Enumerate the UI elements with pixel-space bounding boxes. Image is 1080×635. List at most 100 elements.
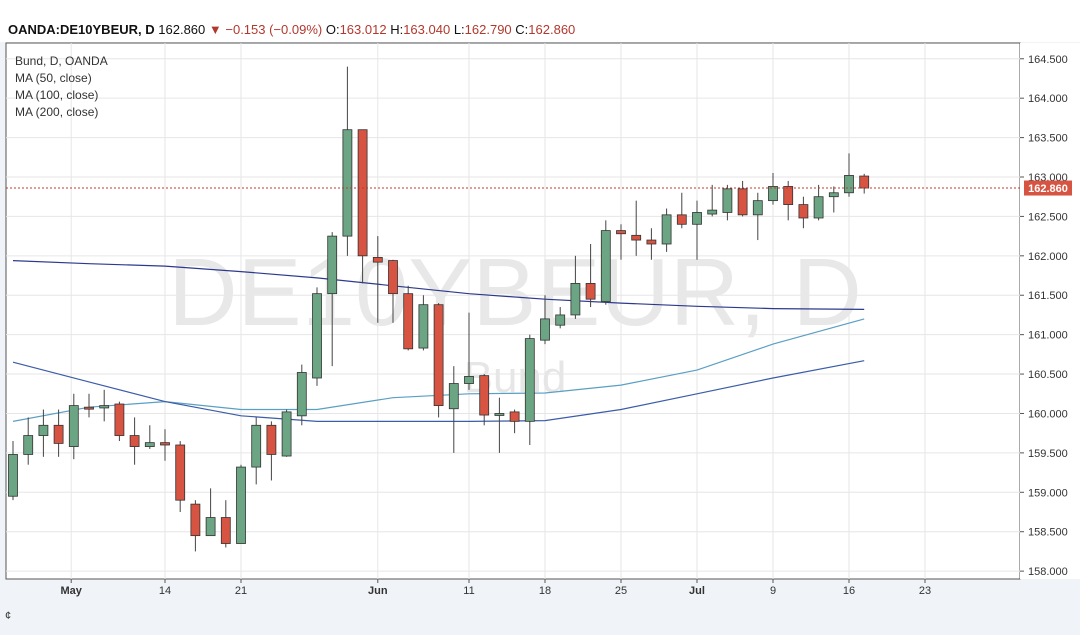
low-label: L: <box>453 22 465 37</box>
y-tick-label: 164.000 <box>1028 93 1068 105</box>
candle-body <box>600 230 611 302</box>
legend-ma100[interactable]: MA (100, close) <box>15 88 99 102</box>
legend-title[interactable]: Bund, D, OANDA <box>15 54 108 68</box>
candle <box>783 180 794 221</box>
candle-body <box>722 188 733 213</box>
candle-body <box>357 129 368 257</box>
candle <box>23 417 34 465</box>
y-tick-label: 161.000 <box>1028 330 1068 342</box>
legend-ma200[interactable]: MA (200, close) <box>15 105 99 119</box>
candle-body <box>220 517 231 544</box>
candle <box>722 184 733 221</box>
candle-body <box>175 444 186 501</box>
candle <box>99 389 110 422</box>
candle-body <box>342 129 353 237</box>
price-change: ▼ −0.153 (−0.09%) <box>208 22 323 37</box>
last-price: 162.860 <box>158 22 206 37</box>
candle-body <box>433 304 444 406</box>
candle-body <box>540 318 550 341</box>
candle <box>570 255 581 319</box>
candle-body <box>570 283 581 316</box>
candle <box>129 417 140 465</box>
symbol-label[interactable]: OANDA:DE10YBEUR, D <box>8 22 155 37</box>
candle <box>327 232 338 367</box>
candle <box>144 425 155 449</box>
y-tick-label: 160.000 <box>1028 408 1068 420</box>
close-label: C: <box>515 22 529 37</box>
x-tick-label: 21 <box>235 585 247 597</box>
candle <box>661 208 672 252</box>
candle-body <box>8 454 18 497</box>
candle <box>737 180 748 217</box>
candle <box>631 200 642 256</box>
candle <box>540 295 550 345</box>
ma-line-0 <box>12 318 865 422</box>
candle <box>676 192 687 229</box>
candle <box>509 409 520 434</box>
corner-glyph[interactable]: ¢ <box>5 610 12 622</box>
candle <box>464 312 474 390</box>
legend-ma50[interactable]: MA (50, close) <box>15 71 92 85</box>
candle <box>600 220 611 305</box>
candle <box>114 401 125 442</box>
candle-body <box>494 413 505 416</box>
candle <box>555 307 566 329</box>
watermark-symbol: DE10YBEUR, D <box>168 239 862 346</box>
candle <box>388 259 398 323</box>
y-tick-label: 160.500 <box>1028 369 1068 381</box>
open-value: 163.012 <box>339 22 387 37</box>
y-tick-label: 159.500 <box>1028 448 1068 460</box>
candle <box>266 421 277 481</box>
candle-body <box>828 192 839 198</box>
low-value: 162.790 <box>464 22 512 37</box>
candle <box>160 429 170 461</box>
y-tick-label: 161.500 <box>1028 290 1068 302</box>
candle <box>84 393 94 418</box>
x-tick-label: 25 <box>615 585 627 597</box>
watermark-name: Bund <box>464 353 567 402</box>
candle <box>251 417 262 485</box>
candle <box>433 303 444 418</box>
y-tick-label: 163.500 <box>1028 133 1068 145</box>
y-axis-ticks: 158.000 158.500 159.000 159.500 160.000 160.5… <box>1020 54 1068 578</box>
candle-body <box>296 372 307 417</box>
high-label: H: <box>390 22 404 37</box>
y-tick-label: 158.500 <box>1028 527 1068 539</box>
ma-line-1 <box>12 360 865 422</box>
x-tick-label: Jul <box>689 585 705 597</box>
x-tick-label: 14 <box>159 585 171 597</box>
indicator-legend: Bund, D, OANDA MA (50, close) MA (100, c… <box>15 53 108 121</box>
candle-body <box>53 424 64 444</box>
candle-body <box>418 304 429 349</box>
candle <box>175 441 186 512</box>
price-axis[interactable] <box>1020 43 1080 579</box>
candle-body <box>555 314 566 326</box>
candle-body <box>99 405 110 409</box>
last-price-label: 162.860 <box>1028 183 1068 195</box>
candle-body <box>388 260 398 295</box>
candle-body <box>646 239 657 245</box>
price-chart[interactable]: DE10YBEUR, D Bund 158.000158.500159.0001… <box>0 42 1080 600</box>
ohlc-header: OANDA:DE10YBEUR, D 162.860 ▼ −0.153 (−0.… <box>8 22 575 37</box>
candle <box>372 236 383 323</box>
candle <box>8 441 18 501</box>
candle <box>479 374 490 426</box>
x-tick-label: 11 <box>463 585 474 597</box>
bottom-toolbar <box>0 600 1080 635</box>
candle-body <box>114 403 125 436</box>
candle <box>707 184 718 217</box>
last-price-badge <box>1024 180 1072 196</box>
candle <box>524 334 535 445</box>
y-tick-label: 158.000 <box>1028 566 1068 578</box>
candle <box>190 500 201 552</box>
candle <box>768 173 778 205</box>
candle <box>68 393 79 460</box>
candle-body <box>251 424 262 468</box>
candle-body <box>448 383 459 410</box>
candle-body <box>129 435 140 447</box>
chart-header: OANDA:DE10YBEUR, D 162.860 ▼ −0.153 (−0.… <box>0 0 1080 42</box>
candle-body <box>616 230 626 235</box>
x-tick-label: 23 <box>919 585 931 597</box>
candle <box>205 488 216 537</box>
plot-area[interactable] <box>5 42 1021 580</box>
